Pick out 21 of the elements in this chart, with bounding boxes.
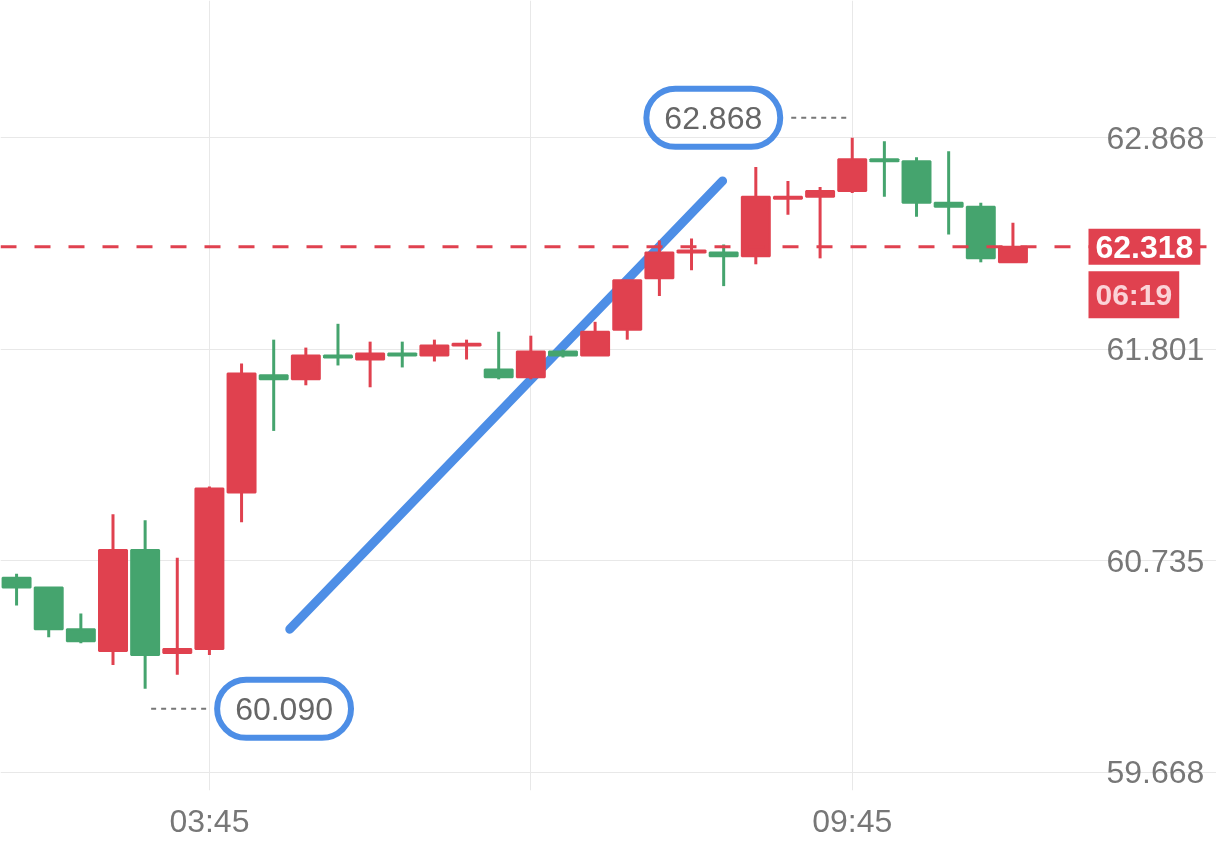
candlestick bbox=[451, 339, 482, 360]
candlestick bbox=[258, 339, 289, 431]
candlestick bbox=[483, 331, 514, 380]
ref-line-label: 62.318 bbox=[1095, 228, 1194, 265]
candlestick bbox=[933, 151, 964, 235]
x-tick-label: 03:45 bbox=[169, 802, 250, 839]
candlestick bbox=[387, 341, 418, 368]
y-tick-label: 61.801 bbox=[1106, 331, 1205, 368]
candlestick bbox=[162, 556, 193, 675]
y-tick-label: 59.668 bbox=[1106, 754, 1205, 791]
annotation: 06:19 bbox=[1095, 278, 1173, 312]
candlestick bbox=[772, 180, 803, 215]
y-tick-label: 62.868 bbox=[1106, 119, 1205, 156]
candlestick bbox=[708, 244, 739, 288]
x-tick-label: 09:45 bbox=[812, 802, 893, 839]
y-tick-label: 60.735 bbox=[1106, 542, 1205, 579]
candlestick bbox=[355, 341, 386, 388]
annotation: 62.868 bbox=[664, 99, 763, 136]
candlestick bbox=[869, 141, 900, 197]
candlestick bbox=[323, 322, 353, 366]
annotation: 60.090 bbox=[235, 690, 334, 727]
